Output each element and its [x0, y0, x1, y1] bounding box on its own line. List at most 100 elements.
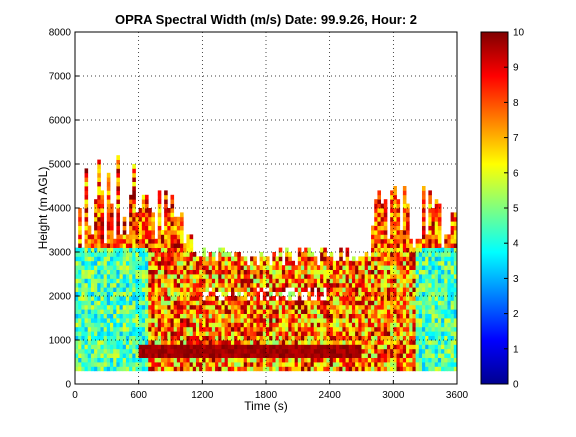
heatmap-cell — [240, 344, 245, 350]
heatmap-cell — [307, 335, 311, 341]
heatmap-cell — [154, 331, 159, 336]
heatmap-cell — [288, 304, 292, 310]
heatmap-cell — [396, 296, 401, 301]
heatmap-cell — [441, 304, 445, 310]
heatmap-cell — [132, 177, 136, 182]
heatmap-cell — [278, 287, 283, 292]
heatmap-cell — [113, 331, 117, 336]
heatmap-cell — [160, 234, 165, 240]
heatmap-cell — [78, 318, 82, 323]
heatmap-cell — [304, 304, 308, 310]
heatmap-cell — [259, 362, 264, 367]
heatmap-cell — [94, 348, 98, 354]
heatmap-cell — [377, 216, 381, 222]
heatmap-cell — [192, 304, 197, 310]
heatmap-cell — [450, 366, 455, 372]
heatmap-cell — [332, 318, 337, 323]
heatmap-cell — [399, 247, 404, 253]
heatmap-cell — [374, 335, 378, 341]
heatmap-cell — [434, 221, 439, 226]
heatmap-cell — [396, 199, 401, 204]
heatmap-cell — [415, 313, 420, 319]
heatmap-cell — [272, 300, 276, 306]
heatmap-cell — [173, 243, 178, 248]
heatmap-cell — [173, 287, 178, 292]
heatmap-cell — [97, 168, 101, 174]
heatmap-cell — [329, 344, 334, 350]
heatmap-cell — [135, 326, 140, 332]
heatmap-cell — [304, 313, 308, 319]
heatmap-cell — [164, 357, 168, 363]
heatmap-cell — [374, 309, 378, 314]
heatmap-cell — [192, 296, 197, 301]
heatmap-cell — [307, 300, 311, 306]
heatmap-cell — [272, 344, 276, 350]
heatmap-cell — [97, 199, 101, 204]
heatmap-cell — [275, 344, 280, 350]
heatmap-cell — [151, 221, 155, 226]
heatmap-cell — [75, 287, 79, 292]
heatmap-cell — [437, 313, 442, 319]
heatmap-cell — [116, 318, 120, 323]
heatmap-cell — [173, 282, 178, 288]
heatmap-cell — [409, 269, 413, 275]
heatmap-cell — [176, 282, 181, 288]
heatmap-cell — [374, 274, 378, 279]
heatmap-cell — [224, 362, 229, 367]
heatmap-cell — [180, 322, 184, 328]
heatmap-cell — [141, 340, 146, 345]
heatmap-cell — [84, 177, 89, 182]
heatmap-cell — [348, 322, 353, 328]
heatmap-cell — [428, 340, 432, 345]
heatmap-cell — [106, 309, 111, 314]
heatmap-cell — [355, 282, 359, 288]
heatmap-cell — [339, 366, 343, 372]
heatmap-cell — [412, 362, 417, 367]
heatmap-cell — [132, 225, 136, 231]
heatmap-cell — [339, 260, 343, 266]
heatmap-cell — [84, 331, 89, 336]
heatmap-cell — [402, 186, 407, 191]
heatmap-cell — [266, 353, 270, 358]
heatmap-cell — [313, 348, 318, 354]
heatmap-cell — [409, 340, 413, 345]
heatmap-cell — [97, 172, 101, 178]
heatmap-cell — [441, 340, 445, 345]
heatmap-cell — [367, 362, 372, 367]
heatmap-cell — [119, 318, 124, 323]
heatmap-cell — [81, 287, 85, 292]
heatmap-cell — [437, 309, 442, 314]
heatmap-cell — [425, 256, 429, 262]
heatmap-cell — [218, 353, 222, 358]
heatmap-cell — [234, 318, 238, 323]
heatmap-cell — [269, 313, 273, 319]
heatmap-cell — [148, 353, 152, 358]
heatmap-cell — [447, 247, 452, 253]
heatmap-cell — [450, 322, 455, 328]
heatmap-cell — [269, 287, 273, 292]
heatmap-cell — [250, 260, 254, 266]
heatmap-cell — [100, 247, 105, 253]
heatmap-cell — [288, 265, 292, 270]
heatmap-cell — [116, 353, 120, 358]
heatmap-cell — [329, 322, 334, 328]
heatmap-cell — [199, 331, 203, 336]
heatmap-cell — [125, 300, 130, 306]
heatmap-cell — [218, 282, 222, 288]
heatmap-cell — [434, 260, 439, 266]
heatmap-cell — [323, 252, 327, 257]
heatmap-cell — [266, 256, 270, 262]
heatmap-cell — [348, 260, 353, 266]
heatmap-cell — [157, 243, 162, 248]
heatmap-cell — [87, 234, 92, 240]
heatmap-cell — [173, 238, 178, 244]
heatmap-cell — [444, 313, 448, 319]
heatmap-cell — [237, 287, 241, 292]
heatmap-cell — [151, 265, 155, 270]
heatmap-cell — [151, 318, 155, 323]
heatmap-cell — [227, 326, 232, 332]
heatmap-cell — [135, 260, 140, 266]
heatmap-cell — [240, 278, 245, 284]
heatmap-cell — [358, 256, 362, 262]
heatmap-cell — [110, 362, 114, 367]
